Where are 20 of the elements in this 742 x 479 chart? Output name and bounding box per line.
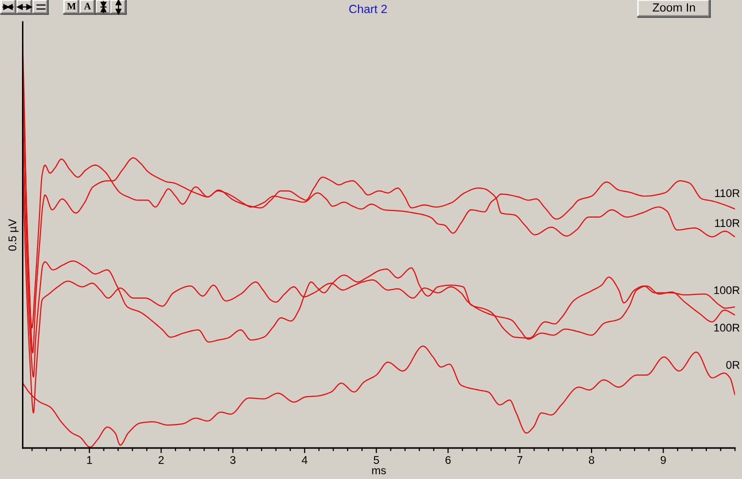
text: M: [67, 2, 76, 10]
chart-title: Chart 2: [349, 4, 387, 14]
x-tick-label: 5: [374, 456, 379, 464]
text: Zoom In: [652, 3, 695, 12]
series-label: 0R: [726, 360, 740, 369]
y-axis-title: 0.5 µV: [8, 218, 19, 251]
x-tick-label: 9: [660, 456, 666, 464]
x-tick-label: 8: [588, 456, 594, 464]
x-tick-label: 6: [446, 456, 451, 464]
series-label: 100R: [714, 286, 740, 294]
text: A: [84, 2, 91, 10]
x-axis-title: ms: [372, 468, 386, 474]
series-label: 110R: [715, 189, 740, 198]
x-tick-label: 2: [158, 456, 164, 464]
x-tick-label: 1: [87, 456, 92, 464]
series-label: 110R: [715, 219, 740, 227]
x-tick-label: 3: [230, 456, 236, 464]
x-tick-label: 7: [517, 456, 522, 464]
series-label: 100R: [714, 324, 740, 332]
x-tick-label: 4: [302, 456, 308, 464]
